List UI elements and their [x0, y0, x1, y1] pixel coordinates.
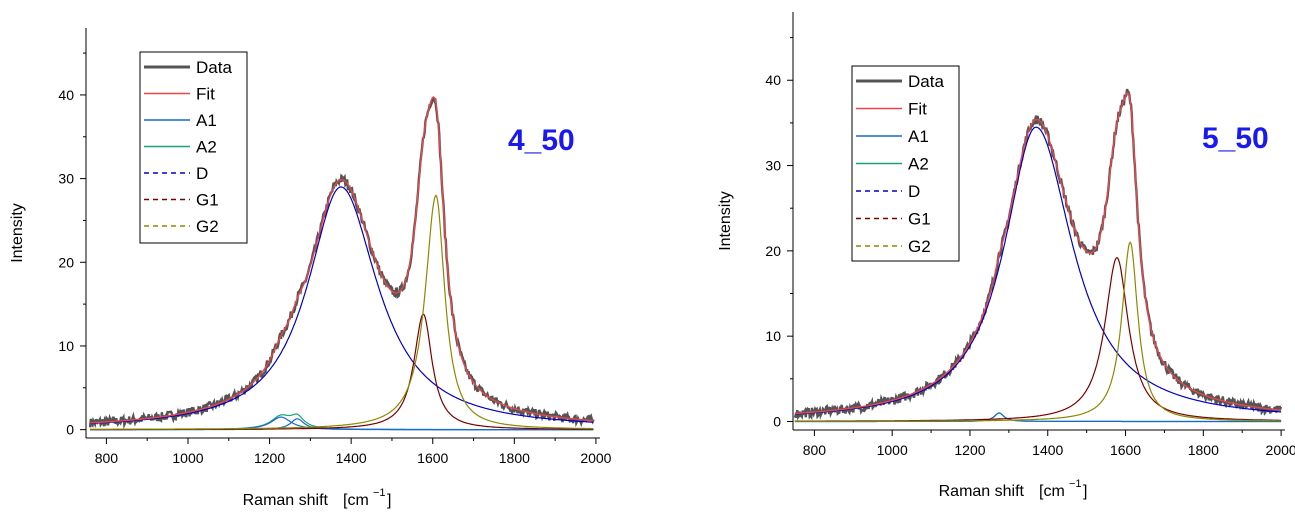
- legend-label-a1: A1: [196, 111, 217, 130]
- y-tick-label: 30: [765, 158, 781, 174]
- legend-label-g1: G1: [908, 210, 931, 229]
- y-tick-label: 40: [765, 72, 781, 88]
- legend-label-g2: G2: [908, 237, 931, 256]
- x-axis-label: Raman shift: [243, 492, 329, 509]
- legend-label-fit: Fit: [908, 100, 927, 119]
- fit-series: [794, 92, 1282, 415]
- y-axis-label: Intensity: [9, 203, 26, 263]
- sample-annotation: 5_50: [1202, 122, 1269, 155]
- x-axis-unit-exponent: −1: [1069, 478, 1082, 490]
- g2-series: [794, 241, 1282, 422]
- fit-series: [90, 96, 594, 424]
- x-axis-unit: [cm: [343, 492, 369, 509]
- g2-series: [90, 194, 594, 430]
- legend-label-g2: G2: [196, 217, 219, 236]
- y-tick-label: 0: [66, 422, 74, 438]
- sample-annotation: 4_50: [508, 124, 575, 157]
- x-tick-label: 2000: [1266, 442, 1295, 458]
- d-series: [90, 186, 594, 424]
- y-tick-label: 0: [773, 413, 781, 429]
- x-tick-label: 1000: [172, 450, 203, 466]
- legend-label-a2: A2: [908, 155, 929, 174]
- x-axis-unit-bracket: ]: [387, 492, 391, 509]
- x-tick-label: 1800: [499, 450, 530, 466]
- x-tick-label: 1600: [417, 450, 448, 466]
- x-tick-label: 1200: [254, 450, 285, 466]
- legend-label-data: Data: [196, 58, 232, 77]
- data-series: [88, 97, 595, 430]
- x-tick-label: 800: [95, 450, 119, 466]
- x-tick-label: 1400: [1032, 442, 1063, 458]
- x-tick-label: 1800: [1188, 442, 1219, 458]
- x-tick-label: 1000: [877, 442, 908, 458]
- y-axis-label: Intensity: [717, 191, 734, 251]
- y-tick-label: 30: [58, 171, 74, 187]
- legend-label-d: D: [196, 164, 208, 183]
- x-tick-label: 2000: [580, 450, 611, 466]
- legend-label-g1: G1: [196, 191, 219, 210]
- y-tick-label: 10: [765, 328, 781, 344]
- legend-label-fit: Fit: [196, 85, 215, 104]
- x-tick-label: 800: [803, 442, 827, 458]
- y-tick-label: 10: [58, 338, 74, 354]
- x-axis-unit: [cm: [1039, 483, 1065, 500]
- x-tick-label: 1600: [1110, 442, 1141, 458]
- legend-label-a1: A1: [908, 127, 929, 146]
- x-axis-unit-bracket: ]: [1083, 483, 1087, 500]
- x-tick-label: 1200: [954, 442, 985, 458]
- legend-label-d: D: [908, 182, 920, 201]
- d-series: [794, 126, 1282, 415]
- legend: Data Fit A1 A2 D G1 G2: [851, 65, 960, 262]
- x-tick-label: 1400: [336, 450, 367, 466]
- legend-label-data: Data: [908, 72, 944, 91]
- x-axis-unit-exponent: −1: [373, 487, 386, 499]
- legend-label-a2: A2: [196, 138, 217, 157]
- x-axis-label: Raman shift: [939, 483, 1025, 500]
- y-tick-label: 40: [58, 87, 74, 103]
- legend-box: [139, 51, 248, 244]
- y-tick-label: 20: [58, 254, 74, 270]
- y-tick-label: 20: [765, 243, 781, 259]
- chart-panel-5-50: 800 1000 1200 1400 1600 1800 2000 0 10 20 30 40 Inte…: [717, 12, 1295, 500]
- legend: Data Fit A1 A2 D G1 G2: [139, 51, 248, 244]
- chart-panel-4-50: 800 1000 1200 1400 1600 1800 2000 0 10 20 30 40 Inte…: [9, 28, 612, 509]
